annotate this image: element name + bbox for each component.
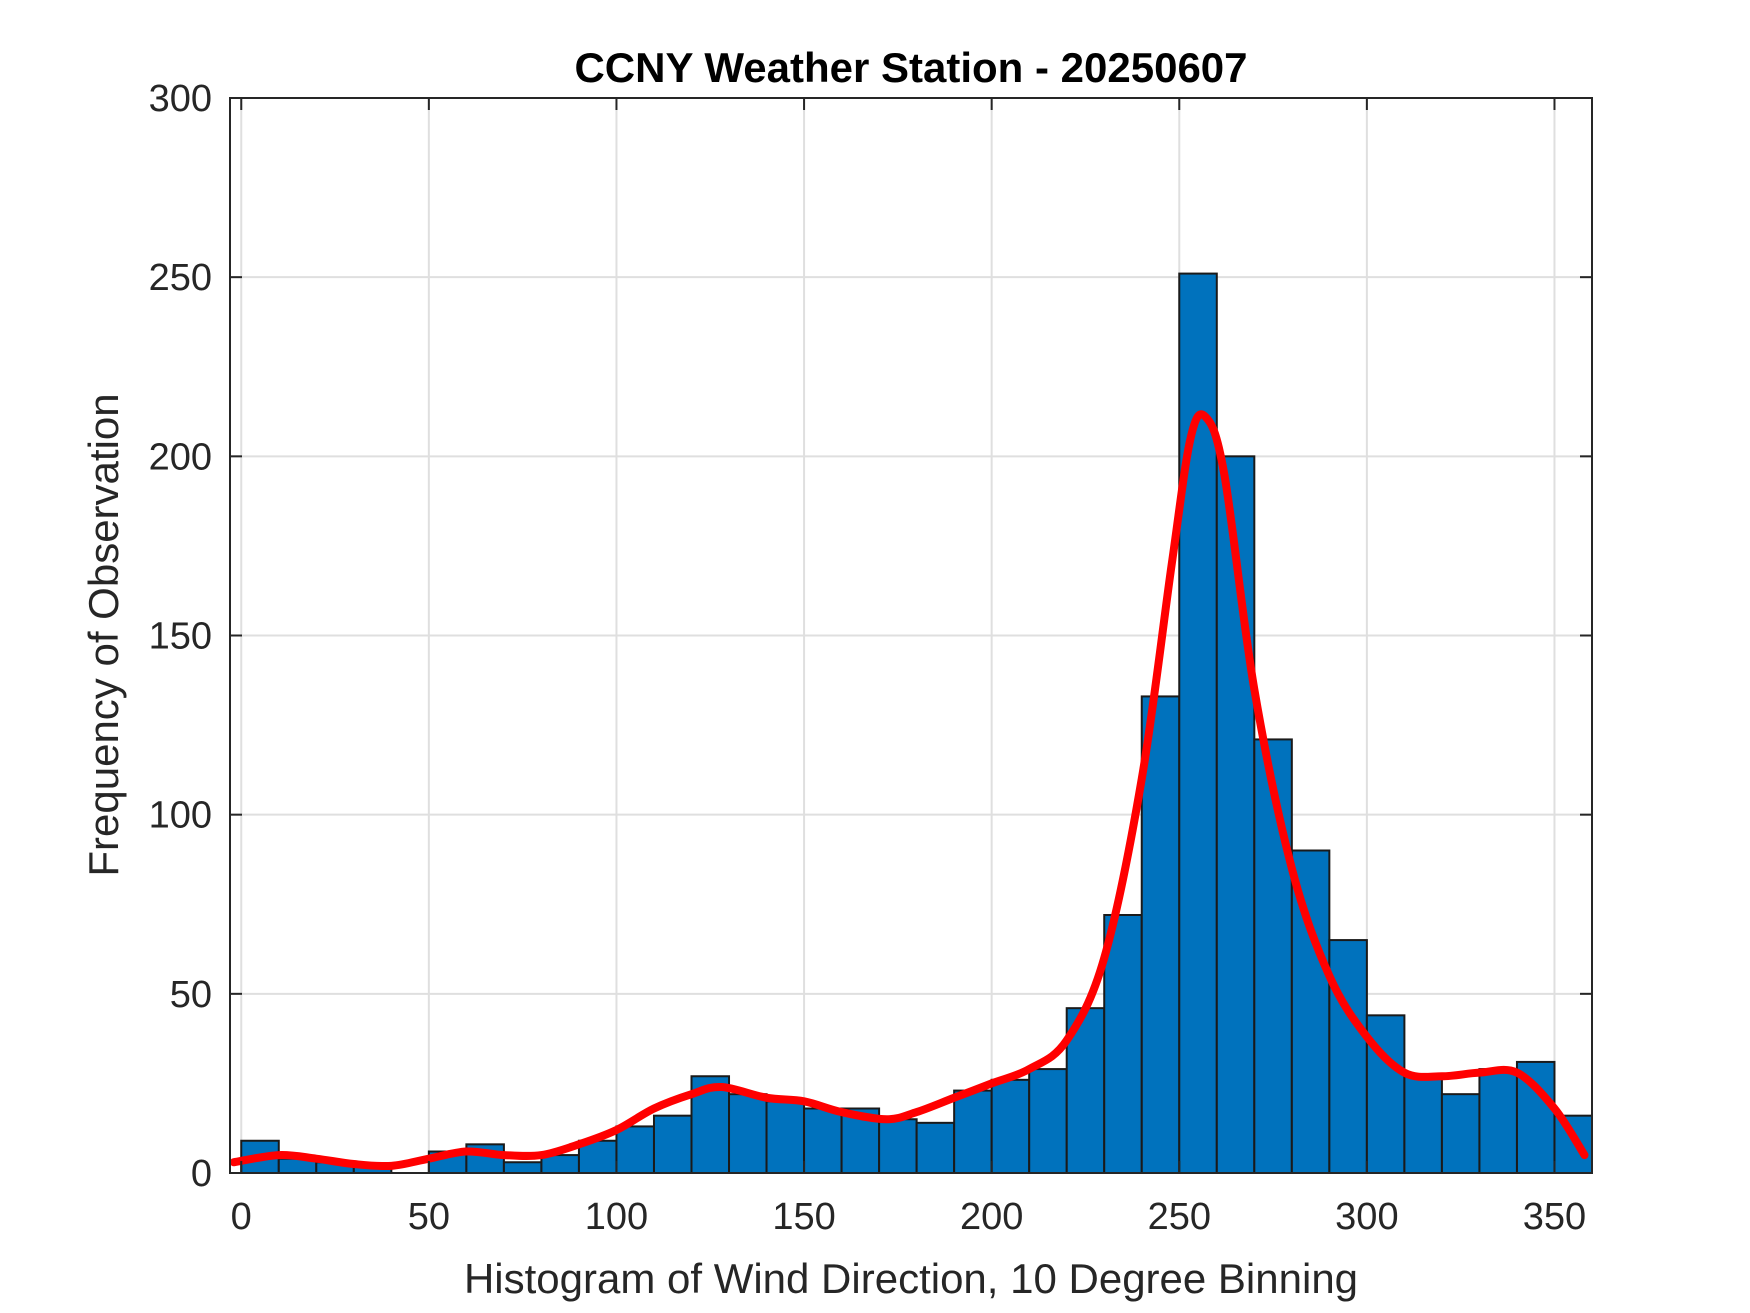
histogram-bar xyxy=(1440,1093,1481,1174)
fit-curve-line xyxy=(229,410,1589,1171)
y-axis-label: Frequency of Observation xyxy=(80,393,127,876)
histogram-bar xyxy=(765,1100,806,1175)
x-tick-label: 300 xyxy=(1335,1196,1398,1238)
tick-labels: 0 50 100 150 200 250 300 350 0 50 100 150 200 250 300 xyxy=(149,78,1587,1238)
y-tick-label: 300 xyxy=(149,78,212,120)
y-tick-label: 200 xyxy=(149,436,212,478)
histogram-bar xyxy=(1178,272,1218,1175)
histogram-bar xyxy=(990,1078,1031,1175)
histogram-bar xyxy=(1328,939,1368,1174)
histogram-bar xyxy=(1103,914,1143,1174)
histogram-bar xyxy=(878,1118,918,1174)
x-tick-label: 350 xyxy=(1523,1196,1586,1238)
histogram-bar xyxy=(1403,1075,1443,1174)
fit-curve-layer xyxy=(229,410,1589,1171)
y-tick-label: 100 xyxy=(149,795,212,837)
x-tick-label: 50 xyxy=(408,1196,450,1238)
x-axis-label: Histogram of Wind Direction, 10 Degree B… xyxy=(464,1255,1358,1302)
histogram-bar xyxy=(728,1093,768,1174)
x-tick-label: 100 xyxy=(585,1196,648,1238)
y-tick-label: 0 xyxy=(191,1153,212,1195)
chart-title: CCNY Weather Station - 20250607 xyxy=(574,44,1247,91)
histogram-bar xyxy=(1140,695,1181,1175)
histogram-bar xyxy=(502,1161,543,1174)
y-tick-label: 50 xyxy=(170,974,212,1016)
x-tick-label: 200 xyxy=(960,1196,1023,1238)
y-tick-label: 150 xyxy=(149,616,212,658)
histogram-bar xyxy=(652,1114,693,1174)
histogram-bar xyxy=(915,1121,956,1175)
histogram-bar xyxy=(1028,1068,1068,1175)
histogram-bar xyxy=(1553,1114,1594,1174)
x-tick-label: 150 xyxy=(772,1196,835,1238)
axis-ticks xyxy=(230,97,1592,1174)
x-tick-label: 0 xyxy=(231,1196,252,1238)
histogram-bar xyxy=(803,1107,843,1174)
y-tick-label: 250 xyxy=(149,257,212,299)
grid-lines xyxy=(230,98,1592,1173)
histogram-bar xyxy=(615,1125,655,1174)
histogram-bar xyxy=(953,1089,993,1175)
histogram-bars xyxy=(240,272,1594,1175)
x-tick-label: 250 xyxy=(1148,1196,1211,1238)
histogram-bar xyxy=(1478,1068,1518,1175)
